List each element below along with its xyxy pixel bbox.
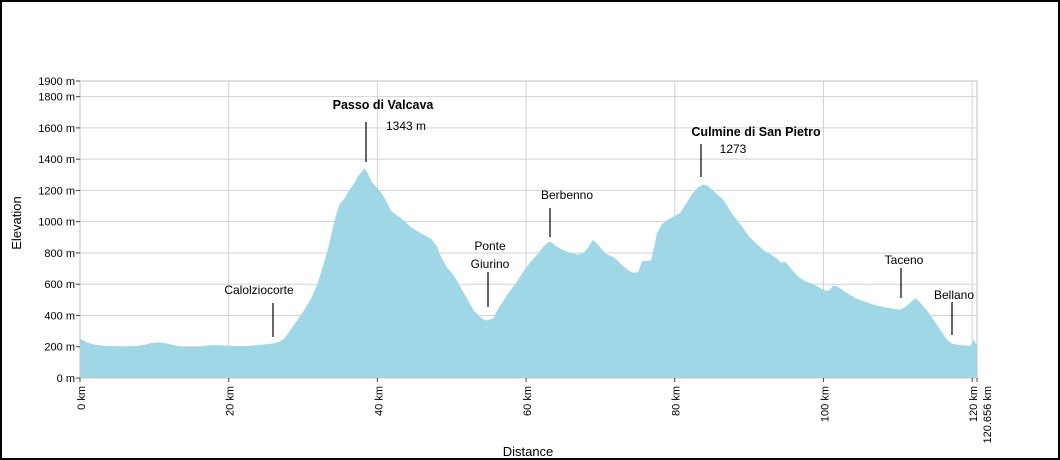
annotation-label: 1273 xyxy=(720,142,747,156)
y-tick-label: 600 m xyxy=(44,279,75,291)
annotation-ponte-giurino: Ponte Giurino xyxy=(471,239,510,307)
x-tick-label: 20 km xyxy=(225,386,237,416)
elevation-area xyxy=(80,168,977,378)
axis-ticks xyxy=(76,80,978,382)
annotation-label: Culmine di San Pietro xyxy=(691,125,821,139)
y-tick-label: 1900 m xyxy=(38,76,75,88)
annotation-label: Ponte xyxy=(474,239,506,253)
tick-labels: 0 m 200 m 400 m 600 m 800 m 1000 m 1200 m 1400 … xyxy=(38,76,994,443)
annotation-label: 1343 m xyxy=(386,119,426,133)
y-axis-title: Elevation xyxy=(9,196,24,249)
x-tick-label: 60 km xyxy=(522,386,534,416)
x-tick-label: 40 km xyxy=(373,386,385,416)
annotation-taceno: Taceno xyxy=(885,253,924,298)
y-tick-label: 1200 m xyxy=(38,185,75,197)
annotation-culmine-di-san-pietro: Culmine di San Pietro 1273 xyxy=(691,125,821,177)
y-tick-label: 200 m xyxy=(44,342,75,354)
annotation-passo-di-valcava: Passo di Valcava 1343 m xyxy=(333,98,435,162)
annotation-label: Calolziocorte xyxy=(224,283,294,297)
y-tick-label: 1600 m xyxy=(38,123,75,135)
plot-border xyxy=(79,80,978,379)
annotation-label: Berbenno xyxy=(541,188,593,202)
gridlines xyxy=(80,80,977,378)
x-axis-title: Distance xyxy=(503,444,554,458)
x-tick-label: 120.656 km xyxy=(982,386,994,443)
y-tick-label: 0 m xyxy=(57,373,75,385)
annotation-label: Bellano xyxy=(934,288,974,302)
x-tick-label: 120 km xyxy=(968,386,980,422)
y-tick-label: 800 m xyxy=(44,248,75,260)
y-tick-label: 400 m xyxy=(44,310,75,322)
annotation-label: Giurino xyxy=(471,257,510,271)
x-tick-label: 80 km xyxy=(671,386,683,416)
annotation-bellano: Bellano xyxy=(934,288,974,335)
annotation-berbenno: Berbenno xyxy=(541,188,593,237)
y-tick-label: 1800 m xyxy=(38,92,75,104)
annotation-label: Passo di Valcava xyxy=(333,98,435,112)
y-tick-label: 1400 m xyxy=(38,154,75,166)
annotation-label: Taceno xyxy=(885,253,924,267)
x-tick-label: 0 km xyxy=(76,386,88,410)
x-tick-label: 100 km xyxy=(819,386,831,422)
annotation-calolziocorte: Calolziocorte xyxy=(224,283,294,337)
annotations: Calolziocorte Passo di Valcava 1343 m Ponte… xyxy=(224,98,974,337)
y-tick-label: 1000 m xyxy=(38,217,75,229)
